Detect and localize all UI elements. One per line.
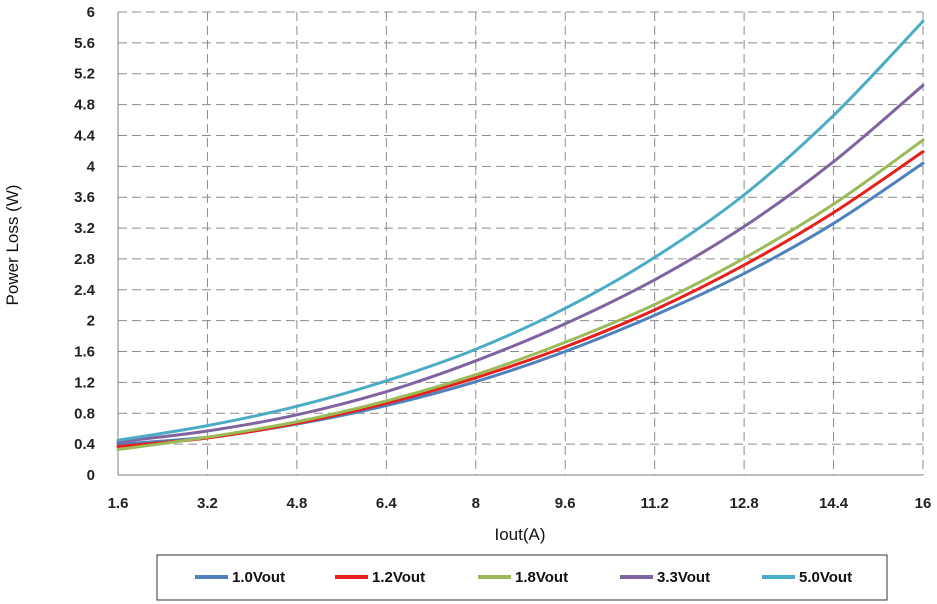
x-tick-label: 8: [472, 495, 480, 512]
x-tick-label: 6.4: [376, 495, 398, 512]
x-tick-labels: 1.6 3.2 4.8 6.4 8 9.6 11.2 12.8 14.4 16: [108, 495, 932, 512]
y-tick-label: 0.4: [74, 436, 96, 453]
x-axis-title: Iout(A): [494, 525, 545, 544]
legend-item: 3.3Vout: [620, 569, 710, 586]
y-tick-label: 0.8: [74, 405, 95, 422]
series-line-3-3vout: [116, 83, 925, 444]
x-tick-label: 4.8: [286, 495, 307, 512]
grid-lines: [118, 11, 923, 475]
series-line-1-8vout: [116, 138, 925, 452]
y-tick-label: 6: [87, 4, 95, 21]
legend-label: 1.2Vout: [372, 569, 425, 586]
y-tick-label: 3.2: [74, 220, 95, 237]
x-tick-label: 1.6: [108, 495, 129, 512]
y-tick-label: 4.4: [74, 127, 96, 144]
y-tick-label: 2.8: [74, 251, 95, 268]
legend-label: 1.8Vout: [515, 569, 568, 586]
legend-item: 1.2Vout: [335, 569, 425, 586]
legend: 1.0Vout 1.2Vout 1.8Vout 3.3Vout 5.0Vout: [195, 569, 852, 586]
y-axis-title: Power Loss (W): [3, 185, 22, 306]
x-tick-label: 16: [915, 495, 932, 512]
legend-item: 5.0Vout: [762, 569, 852, 586]
x-tick-label: 12.8: [730, 495, 759, 512]
series-line-5-0vout: [116, 19, 925, 442]
legend-item: 1.0Vout: [195, 569, 285, 586]
y-tick-label: 5.2: [74, 66, 95, 83]
y-tick-label: 3.6: [74, 189, 95, 206]
x-tick-label: 9.6: [555, 495, 576, 512]
y-tick-label: 2.4: [74, 282, 96, 299]
plot-area: [118, 12, 923, 475]
series-lines: [116, 19, 925, 452]
x-tick-label: 3.2: [197, 495, 218, 512]
legend-label: 5.0Vout: [799, 569, 852, 586]
x-tick-label: 11.2: [640, 495, 668, 512]
y-tick-label: 1.2: [74, 374, 95, 391]
y-tick-label: 1.6: [74, 344, 95, 361]
x-tick-label: 14.4: [819, 495, 849, 512]
y-tick-label: 5.6: [74, 35, 95, 52]
y-tick-label: 4.8: [74, 97, 95, 114]
y-tick-label: 0: [87, 467, 95, 484]
y-tick-label: 2: [87, 313, 95, 330]
legend-label: 3.3Vout: [657, 569, 710, 586]
axes: [117, 12, 924, 476]
legend-item: 1.8Vout: [478, 569, 568, 586]
y-tick-labels: 0 0.4 0.8 1.2 1.6 2 2.4 2.8 3.2 3.6 4 4.4 4.8 5.2 5.6 6: [74, 4, 96, 484]
legend-label: 1.0Vout: [232, 569, 285, 586]
y-tick-label: 4: [87, 158, 96, 175]
